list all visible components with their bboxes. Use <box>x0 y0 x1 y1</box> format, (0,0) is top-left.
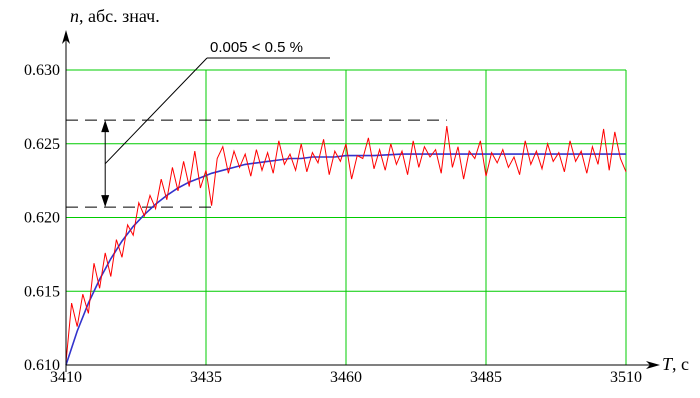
x-tick-label-1: 3435 <box>190 369 222 386</box>
range-arrow-head-down <box>101 195 110 208</box>
x-tick-label-0: 3410 <box>50 369 82 386</box>
x-axis-symbol: T <box>662 354 674 374</box>
y-tick-label-2: 0.620 <box>24 210 60 227</box>
x-axis-unit: , c <box>672 354 689 374</box>
axes <box>62 30 660 372</box>
smooth-series-line <box>65 153 626 366</box>
x-tick-label-2: 3460 <box>330 369 362 386</box>
annotation-text: 0.005 < 0.5 % <box>210 39 303 56</box>
range-arrow-head-up <box>101 120 110 133</box>
y-axis-label: n, абс. знач. <box>70 6 160 26</box>
range-dashes <box>66 119 447 208</box>
tick-labels: 3410 3435 3460 3485 3510 0.610 0.615 0.620 0.625… <box>24 62 642 386</box>
x-axis-arrowhead <box>646 361 660 369</box>
range-annotation: 0.005 < 0.5 % <box>101 39 330 208</box>
y-axis-symbol: n <box>70 6 79 26</box>
y-tick-label-3: 0.625 <box>24 136 60 153</box>
y-tick-label-1: 0.615 <box>24 283 60 300</box>
y-tick-label-0: 0.610 <box>24 357 60 374</box>
grid-lines <box>65 69 627 366</box>
x-axis-label: T, c <box>662 354 689 374</box>
x-tick-label-3: 3485 <box>470 369 502 386</box>
y-axis-arrowhead <box>62 30 70 44</box>
annotation-leader-line <box>104 57 208 165</box>
x-tick-label-4: 3510 <box>610 369 642 386</box>
series-lines <box>65 126 627 366</box>
y-tick-label-4: 0.630 <box>24 62 60 79</box>
noisy-series-line <box>65 126 627 363</box>
y-axis-unit: , абс. знач. <box>79 6 160 26</box>
